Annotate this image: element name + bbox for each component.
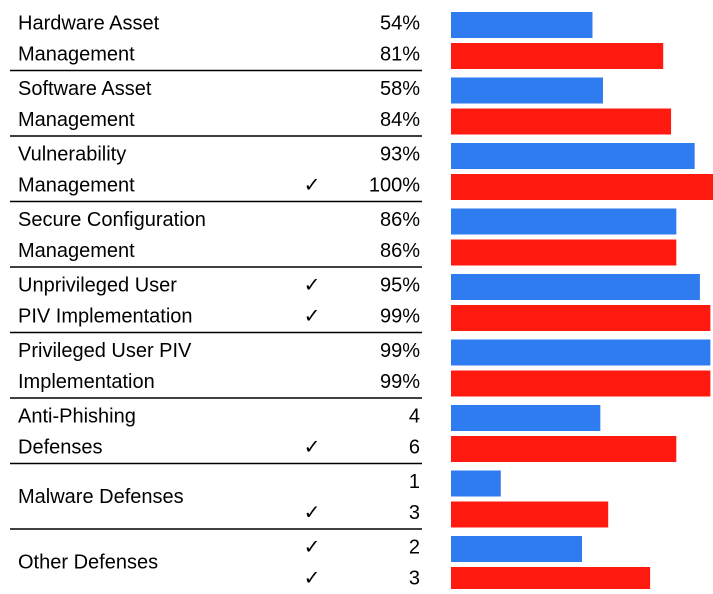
group-label: Secure Configuration [18,209,206,231]
value-label: 6 [409,436,420,458]
value-label: 86% [380,240,420,262]
group-label: Management [18,240,135,262]
value-label: 100% [369,174,420,196]
check-mark: ✓ [304,502,321,524]
bar [451,174,713,200]
value-label: 81% [380,43,420,65]
value-label: 99% [380,305,420,327]
value-label: 99% [380,371,420,393]
bar [451,43,664,69]
bar [451,567,651,593]
value-label: 2 [409,536,420,558]
bar [451,143,695,169]
bar [451,470,501,497]
group-label: Malware Defenses [18,486,184,508]
check-mark: ✓ [304,274,321,296]
value-label: 58% [380,78,420,100]
group-label: Implementation [18,371,155,393]
group-label: Software Asset [18,78,152,100]
group-label: Management [18,174,135,196]
check-mark: ✓ [304,536,321,558]
bar [451,108,672,135]
bar [451,274,700,300]
value-label: 99% [380,340,420,362]
group-label: Unprivileged User [18,274,177,296]
value-label: 1 [409,471,420,493]
bar [451,239,677,266]
group-label: Privileged User PIV [18,340,192,362]
bar [451,305,711,331]
value-label: 3 [409,567,420,589]
group-label: Management [18,43,135,65]
group-label: Hardware Asset [18,12,160,34]
value-label: 93% [380,143,420,165]
bar [451,339,711,366]
value-label: 3 [409,502,420,524]
bar [451,370,711,397]
check-mark: ✓ [304,436,321,458]
group-label: Management [18,109,135,131]
check-mark: ✓ [304,305,321,327]
check-mark: ✓ [304,174,321,196]
bar [451,405,601,431]
group-label: Anti-Phishing [18,405,136,427]
value-label: 84% [380,109,420,131]
check-mark: ✓ [304,567,321,589]
bar [451,208,677,235]
value-label: 4 [409,405,420,427]
value-label: 54% [380,12,420,34]
group-label: Defenses [18,436,103,458]
bar [451,501,609,528]
group-label: PIV Implementation [18,305,193,327]
bar [451,12,593,38]
group-label: Other Defenses [18,551,158,573]
group-label: Vulnerability [18,143,126,165]
bar [451,536,582,562]
bar [451,436,677,462]
value-label: 95% [380,274,420,296]
bar [451,77,603,104]
value-label: 86% [380,209,420,231]
